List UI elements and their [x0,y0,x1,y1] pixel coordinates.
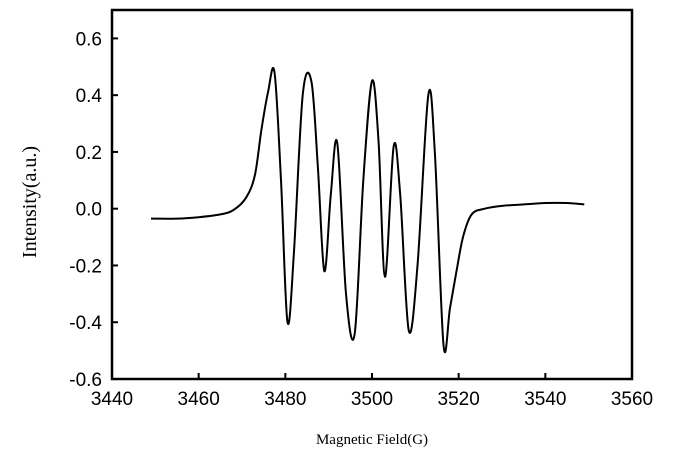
x-tick-label: 3440 [91,389,133,410]
x-axis: 3440 3460 3480 3500 3520 3540 3560 [91,373,653,410]
series-line [150,67,585,354]
y-tick-label: -0.4 [69,313,102,334]
x-tick-label: 3500 [351,389,393,410]
y-tick-label: 0.6 [76,29,102,50]
x-tick-label: 3540 [524,389,566,410]
x-tick-label: 3480 [264,389,306,410]
x-tick-label: 3460 [178,389,220,410]
x-axis-title: Magnetic Field(G) [316,432,428,448]
y-tick-label: 0.0 [76,200,102,221]
y-axis: -0.6 -0.4 -0.2 0.0 0.2 0.4 0.6 [69,29,118,391]
y-tick-label: 0.4 [76,86,103,107]
x-tick-label: 3560 [611,389,653,410]
plot-frame [110,8,634,381]
y-tick-label: -0.2 [69,256,102,277]
y-tick-label: -0.6 [69,370,102,391]
y-tick-label: 0.2 [76,143,102,164]
x-tick-label: 3520 [438,389,480,410]
y-axis-title: Intensity(a.u.) [19,146,41,258]
